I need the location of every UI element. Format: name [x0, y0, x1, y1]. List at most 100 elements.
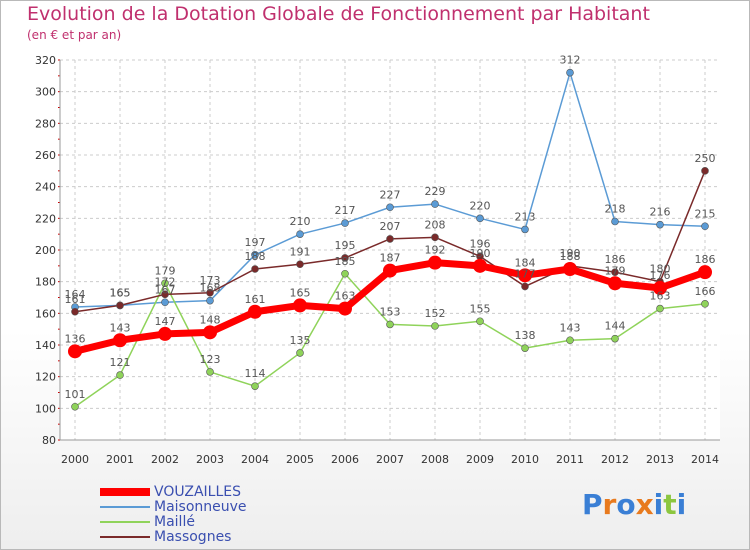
- y-tick-label: 160: [35, 307, 56, 320]
- x-tick-label: 2004: [241, 453, 269, 466]
- logo-letter: i: [676, 488, 687, 521]
- data-label-massognes: 195: [335, 239, 356, 252]
- data-point-maille: [521, 344, 529, 352]
- data-label-maisonneuve: 218: [605, 203, 626, 216]
- data-label-vouzailles: 184: [515, 256, 536, 269]
- data-point-maisonneuve: [386, 203, 394, 212]
- data-point-vouzailles: [248, 304, 262, 319]
- data-label-maisonneuve: 167: [155, 283, 176, 296]
- data-point-massognes: [116, 301, 124, 310]
- data-label-vouzailles: 163: [335, 290, 356, 303]
- logo-letter: i: [653, 488, 664, 521]
- legend-label-massognes: Massognes: [154, 529, 232, 545]
- data-label-maille: 153: [380, 305, 401, 318]
- legend-swatch-massognes: [100, 536, 150, 538]
- data-point-vouzailles: [68, 344, 82, 359]
- data-label-massognes: 173: [200, 274, 221, 287]
- x-tick-label: 2000: [61, 453, 89, 466]
- data-label-maille: 155: [470, 302, 491, 315]
- data-label-vouzailles: 190: [470, 247, 491, 260]
- data-label-vouzailles: 192: [425, 244, 446, 257]
- data-point-maisonneuve: [566, 68, 574, 77]
- data-point-maisonneuve: [296, 230, 304, 238]
- data-point-vouzailles: [518, 268, 532, 283]
- data-point-massognes: [206, 288, 214, 297]
- data-point-vouzailles: [428, 255, 442, 270]
- data-point-massognes: [251, 265, 259, 273]
- legend-item-maille: Maillé: [100, 514, 320, 530]
- data-label-maille: 135: [290, 334, 311, 347]
- x-tick-label: 2009: [466, 453, 494, 466]
- legend-swatch-maisonneuve: [100, 506, 150, 508]
- x-tick-label: 2010: [511, 453, 539, 466]
- data-point-maille: [341, 269, 349, 278]
- data-point-maisonneuve: [611, 217, 619, 226]
- data-point-maille: [656, 304, 664, 313]
- data-point-massognes: [521, 282, 529, 291]
- data-point-vouzailles: [698, 265, 712, 280]
- data-label-massognes: 165: [110, 286, 131, 299]
- data-point-massognes: [341, 254, 349, 262]
- legend-item-vouzailles: VOUZAILLES: [100, 484, 320, 500]
- data-point-massognes: [296, 260, 304, 269]
- x-tick-label: 2011: [556, 453, 584, 466]
- data-label-maisonneuve: 165: [110, 286, 131, 299]
- data-point-maille: [611, 334, 619, 343]
- data-point-maille: [386, 320, 394, 329]
- data-label-maisonneuve: 215: [695, 207, 716, 220]
- y-tick-label: 80: [42, 434, 56, 447]
- legend-item-maisonneuve: Maisonneuve: [100, 499, 320, 515]
- data-label-maille: 144: [605, 320, 626, 333]
- data-label-massognes: 180: [650, 263, 671, 276]
- data-point-maisonneuve: [206, 296, 214, 305]
- data-label-maille: 185: [335, 255, 356, 268]
- data-label-massognes: 186: [605, 253, 626, 266]
- y-tick-label: 100: [35, 402, 56, 415]
- data-label-maille: 123: [200, 353, 221, 366]
- data-label-vouzailles: 165: [290, 286, 311, 299]
- y-tick-label: 260: [35, 149, 56, 162]
- data-label-massognes: 188: [245, 250, 266, 263]
- data-point-vouzailles: [473, 258, 487, 273]
- logo-letter: r: [602, 488, 617, 521]
- data-label-maille: 163: [650, 290, 671, 303]
- data-label-maisonneuve: 312: [560, 54, 581, 67]
- data-point-vouzailles: [158, 326, 172, 341]
- data-point-maille: [476, 317, 484, 326]
- data-label-massognes: 190: [560, 247, 581, 260]
- data-point-maille: [251, 382, 259, 390]
- data-label-maisonneuve: 213: [515, 210, 536, 223]
- data-label-vouzailles: 186: [695, 253, 716, 266]
- data-point-vouzailles: [113, 333, 127, 348]
- data-label-maisonneuve: 210: [290, 215, 311, 228]
- data-label-maisonneuve: 164: [65, 288, 86, 301]
- data-point-vouzailles: [383, 263, 397, 278]
- data-label-vouzailles: 176: [650, 269, 671, 282]
- data-label-vouzailles: 143: [110, 321, 131, 334]
- data-label-massognes: 191: [290, 245, 311, 258]
- data-point-massognes: [386, 235, 394, 243]
- data-label-maille: 166: [695, 285, 716, 298]
- data-label-maisonneuve: 217: [335, 204, 356, 217]
- data-label-maisonneuve: 220: [470, 199, 491, 212]
- data-point-vouzailles: [653, 281, 667, 295]
- x-tick-label: 2003: [196, 453, 224, 466]
- data-label-vouzailles: 188: [560, 250, 581, 263]
- data-point-maisonneuve: [701, 222, 709, 231]
- data-label-massognes: 172: [155, 275, 176, 288]
- data-point-maille: [701, 300, 709, 308]
- y-tick-label: 200: [35, 244, 56, 257]
- data-label-massognes: 161: [65, 293, 86, 306]
- x-tick-label: 2014: [691, 453, 719, 466]
- legend-swatch-vouzailles: [100, 488, 150, 496]
- data-point-vouzailles: [563, 262, 577, 276]
- data-point-maille: [71, 402, 79, 411]
- data-point-maisonneuve: [251, 250, 259, 259]
- data-point-maisonneuve: [341, 219, 349, 227]
- data-label-maille: 101: [65, 388, 86, 401]
- legend-swatch-maille: [100, 521, 150, 523]
- data-label-maille: 121: [110, 356, 131, 369]
- data-point-maisonneuve: [521, 225, 529, 234]
- data-label-maisonneuve: 168: [200, 282, 221, 295]
